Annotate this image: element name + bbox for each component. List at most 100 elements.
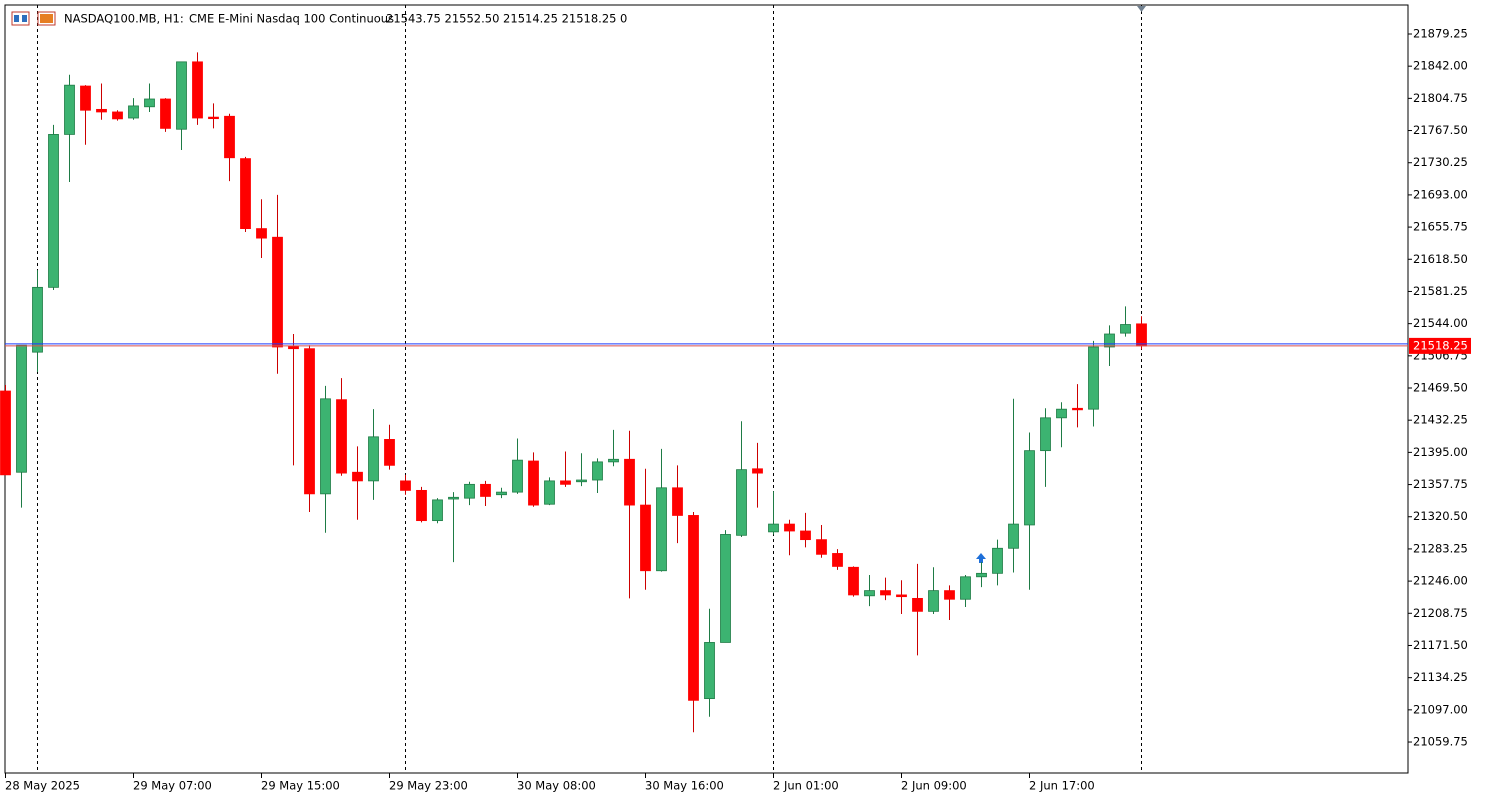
candle-body — [448, 496, 459, 500]
candle-body — [496, 491, 507, 496]
y-tick-label: 21395.00 — [1413, 445, 1468, 459]
candle-body — [128, 105, 139, 119]
x-tick-label: 2 Jun 17:00 — [1029, 779, 1095, 793]
y-tick-label: 21097.00 — [1413, 702, 1468, 716]
candle-body — [656, 487, 667, 572]
y-tick-label: 21320.50 — [1413, 509, 1468, 523]
symbol-icon — [11, 11, 56, 26]
period-separators — [37, 5, 1142, 773]
y-tick-label: 21469.50 — [1413, 381, 1468, 395]
candle-body — [320, 398, 331, 495]
x-tick-label: 2 Jun 09:00 — [901, 779, 967, 793]
candle-body — [464, 483, 475, 499]
candle-body — [480, 483, 491, 497]
candle-body — [544, 480, 555, 505]
candle-body — [592, 461, 603, 481]
candle-body — [176, 61, 187, 130]
y-tick-label: 21134.25 — [1413, 670, 1468, 684]
candle-body — [208, 116, 219, 120]
candle-body — [272, 236, 283, 348]
header-symbol: NASDAQ100.MB, H1: — [64, 12, 184, 26]
candle-body — [1072, 407, 1083, 411]
candle-body — [992, 547, 1003, 574]
candle-body — [608, 458, 619, 463]
candle-body — [752, 468, 763, 474]
candle-body — [1008, 523, 1019, 549]
candle-body — [400, 480, 411, 491]
candle-body — [432, 499, 443, 522]
candle-body — [736, 469, 747, 536]
y-tick-label: 21432.25 — [1413, 413, 1468, 427]
x-tick-label: 2 Jun 01:00 — [773, 779, 839, 793]
candle-body — [848, 566, 859, 596]
candle-body — [32, 286, 43, 353]
candle-body — [1024, 450, 1035, 526]
candle-body — [64, 84, 75, 135]
candle-body — [304, 348, 315, 495]
candle-body — [832, 553, 843, 567]
candle-body — [1056, 408, 1067, 419]
y-tick-label: 21842.00 — [1413, 59, 1468, 73]
icon-part — [22, 15, 27, 22]
candle-body — [912, 597, 923, 612]
candle-body — [560, 480, 571, 485]
candle-body — [144, 98, 155, 108]
candle-body — [160, 98, 171, 129]
candle-body — [256, 228, 267, 239]
y-tick-label: 21208.75 — [1413, 606, 1468, 620]
candle-body — [112, 111, 123, 120]
candle-body — [80, 85, 91, 111]
y-tick-label: 21357.75 — [1413, 477, 1468, 491]
candle-body — [1136, 323, 1147, 347]
y-tick-label: 21171.50 — [1413, 638, 1468, 652]
candle-body — [816, 539, 827, 555]
candle-body — [1104, 333, 1115, 348]
header-volume: 0 — [620, 12, 627, 26]
candle-body — [688, 515, 699, 701]
candle-body — [224, 115, 235, 159]
current-price-box — [1409, 337, 1471, 354]
y-tick-label: 21581.25 — [1413, 284, 1468, 298]
candle-body — [944, 590, 955, 600]
current-price-label: 21518.25 — [1413, 338, 1468, 352]
candle-body — [928, 590, 939, 612]
candle-body — [48, 134, 59, 288]
candle-body — [368, 436, 379, 482]
y-tick-label: 21655.75 — [1413, 220, 1468, 234]
candle-body — [240, 158, 251, 230]
candle-body — [384, 439, 395, 466]
candle-body — [352, 471, 363, 482]
icon-part — [40, 14, 53, 23]
candle-body — [720, 534, 731, 643]
candle-body — [288, 345, 299, 350]
y-tick-label: 21283.25 — [1413, 541, 1468, 555]
candle-body — [1040, 417, 1051, 452]
candle-body — [336, 399, 347, 474]
y-tick-label: 21544.00 — [1413, 316, 1468, 330]
x-tick-label: 28 May 2025 — [5, 779, 80, 793]
y-tick-label: 21059.75 — [1413, 735, 1468, 749]
icon-part — [14, 15, 19, 22]
candle-body — [96, 108, 107, 113]
candle-body — [416, 489, 427, 522]
candle-body — [784, 523, 795, 532]
candle-body — [864, 590, 875, 597]
candle-body — [0, 390, 11, 476]
candle-body — [704, 642, 715, 700]
x-tick-label: 29 May 15:00 — [261, 779, 340, 793]
x-tick-label: 29 May 07:00 — [133, 779, 212, 793]
x-tick-label: 30 May 08:00 — [517, 779, 596, 793]
candle-body — [576, 479, 587, 483]
y-tick-label: 21730.25 — [1413, 155, 1468, 169]
y-tick-label: 21804.75 — [1413, 91, 1468, 105]
candle-body — [768, 523, 779, 533]
candle-body — [976, 572, 987, 578]
candle-body — [1120, 324, 1131, 334]
y-tick-label: 21618.50 — [1413, 252, 1468, 266]
candle-body — [960, 576, 971, 600]
candle-body — [672, 487, 683, 516]
shift-marker — [1137, 6, 1146, 12]
candle-body — [528, 460, 539, 506]
candle-body — [16, 344, 27, 473]
